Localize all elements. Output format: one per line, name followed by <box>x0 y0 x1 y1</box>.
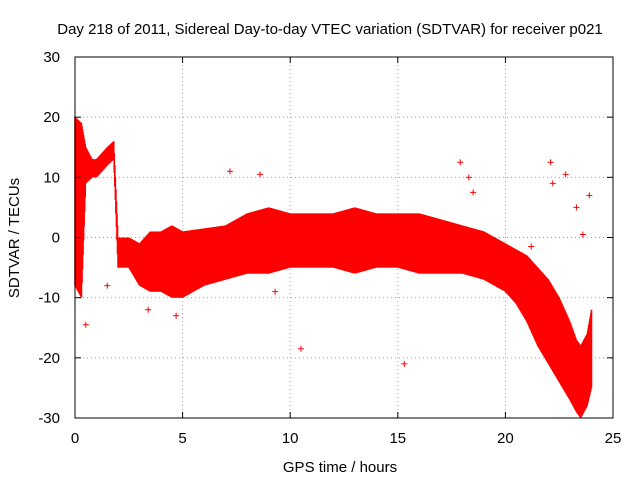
outlier-point <box>173 312 180 319</box>
chart-title: Day 218 of 2011, Sidereal Day-to-day VTE… <box>57 21 603 38</box>
data-series <box>74 117 593 418</box>
outlier-point <box>519 252 526 259</box>
outlier-point <box>145 306 152 313</box>
y-tick-label: -20 <box>38 350 60 367</box>
y-tick-label: 30 <box>43 49 60 66</box>
x-tick-label: 15 <box>389 430 406 447</box>
y-tick-label: 20 <box>43 109 60 126</box>
outlier-point <box>297 345 304 352</box>
y-axis: -30 -20 -10 0 10 20 30 <box>38 49 613 427</box>
x-tick-label: 0 <box>71 430 79 447</box>
outlier-point <box>401 360 408 367</box>
y-tick-label: 0 <box>52 230 60 247</box>
outlier-point <box>549 180 556 187</box>
outlier-point <box>104 282 111 289</box>
outlier-point <box>82 321 89 328</box>
x-axis: 0 5 10 15 20 25 <box>71 57 622 447</box>
x-tick-label: 20 <box>497 430 514 447</box>
outlier-point <box>470 189 477 196</box>
outlier-points <box>82 159 593 367</box>
outlier-point <box>226 168 233 175</box>
outlier-point <box>528 243 535 250</box>
outlier-point <box>562 171 569 178</box>
outlier-point <box>257 171 264 178</box>
outlier-point <box>457 159 464 166</box>
x-tick-label: 10 <box>282 430 299 447</box>
y-tick-label: 10 <box>43 169 60 186</box>
outlier-point <box>586 192 593 199</box>
x-axis-label: GPS time / hours <box>283 459 397 476</box>
y-tick-label: -30 <box>38 410 60 427</box>
y-tick-label: -10 <box>38 290 60 307</box>
outlier-point <box>579 231 586 238</box>
x-tick-label: 5 <box>178 430 186 447</box>
outlier-point <box>547 159 554 166</box>
outlier-point <box>573 204 580 211</box>
outlier-point <box>272 288 279 295</box>
y-axis-label: SDTVAR / TECUs <box>6 178 23 298</box>
outlier-point <box>465 174 472 181</box>
x-tick-label: 25 <box>605 430 622 447</box>
